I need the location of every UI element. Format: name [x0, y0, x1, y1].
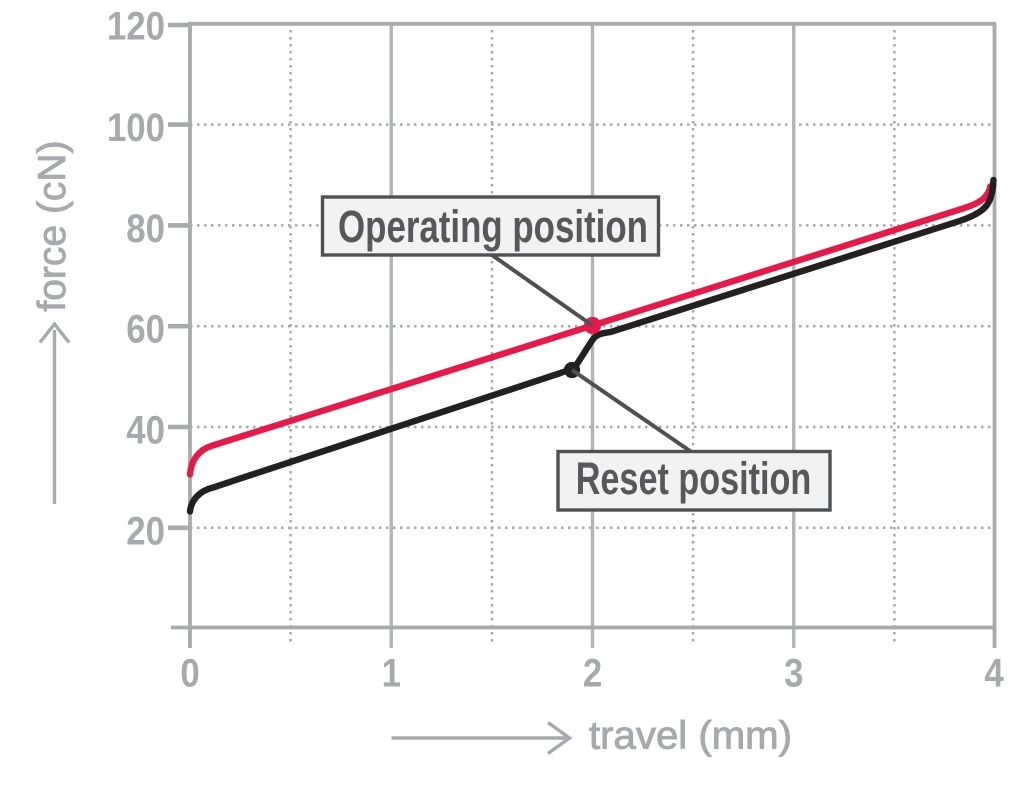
svg-text:Reset position: Reset position	[576, 455, 812, 505]
svg-text:Operating position: Operating position	[338, 202, 648, 252]
svg-text:travel (mm): travel (mm)	[589, 714, 792, 757]
svg-text:1: 1	[382, 650, 401, 695]
svg-text:20: 20	[126, 508, 165, 553]
svg-text:0: 0	[180, 650, 199, 695]
svg-text:120: 120	[107, 3, 165, 48]
svg-text:force (cN): force (cN)	[31, 140, 74, 311]
svg-text:4: 4	[984, 650, 1003, 695]
svg-text:40: 40	[126, 407, 165, 452]
svg-text:2: 2	[583, 650, 602, 695]
svg-text:3: 3	[784, 650, 803, 695]
svg-text:100: 100	[107, 105, 165, 150]
svg-text:80: 80	[126, 206, 165, 251]
svg-text:60: 60	[126, 306, 165, 351]
